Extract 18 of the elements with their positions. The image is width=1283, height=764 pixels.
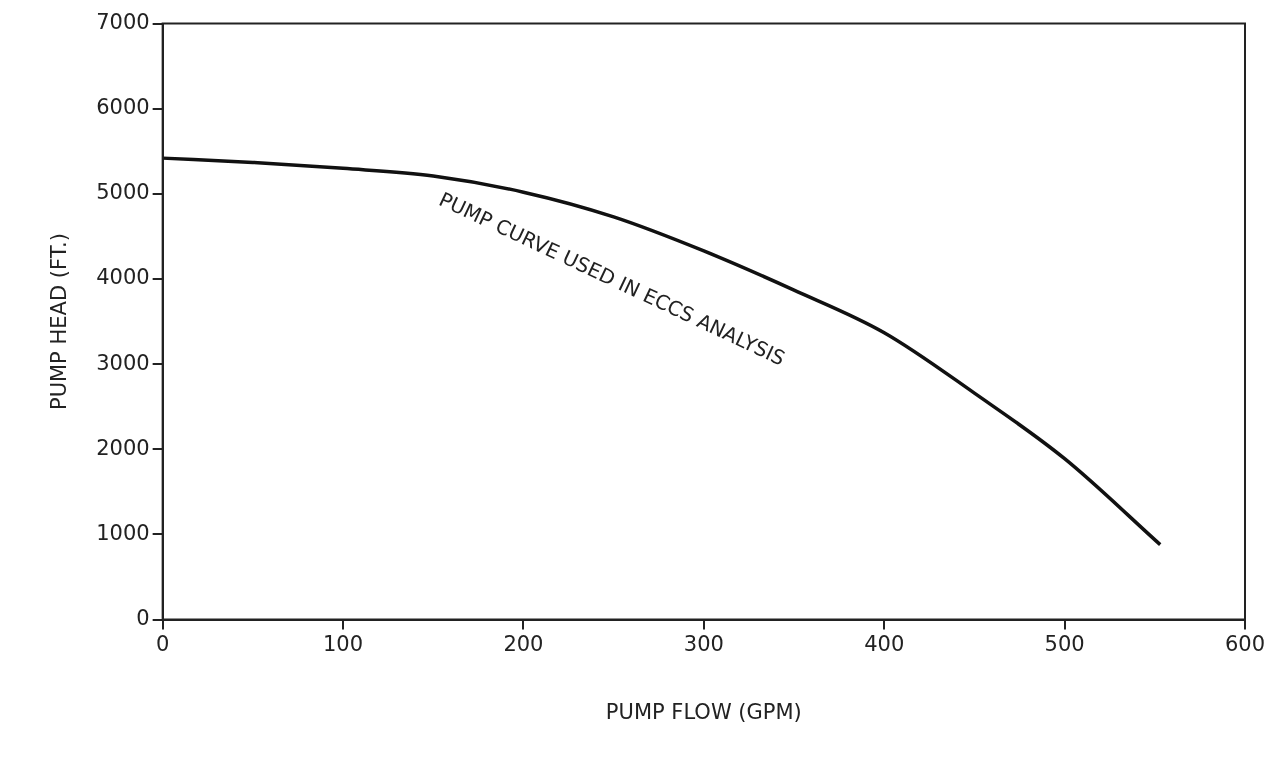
y-tick-label: 6000 (96, 95, 150, 120)
x-tick-label: 400 (864, 631, 905, 656)
y-tick-label: 3000 (96, 350, 150, 375)
x-tick-label: 300 (683, 631, 724, 656)
x-tick-label: 100 (322, 631, 364, 656)
y-tick-label: 0 (136, 606, 150, 631)
line-series (162, 156, 1162, 547)
y-tick-label: 1000 (96, 520, 150, 545)
y-axis-title: PUMP HEAD (FT.) (47, 233, 72, 411)
y-tick-label: 4000 (96, 265, 150, 290)
x-tick-label: 0 (155, 631, 170, 656)
x-axis-title: PUMP FLOW (GPM) (605, 699, 802, 724)
x-tick-label: 600 (1224, 631, 1266, 656)
y-tick-label: 2000 (96, 435, 150, 460)
y-tick-label: 7000 (96, 10, 150, 35)
x-tick-label: 200 (503, 631, 544, 656)
y-tick-label: 5000 (96, 180, 150, 205)
x-tick-label: 500 (1044, 631, 1085, 656)
